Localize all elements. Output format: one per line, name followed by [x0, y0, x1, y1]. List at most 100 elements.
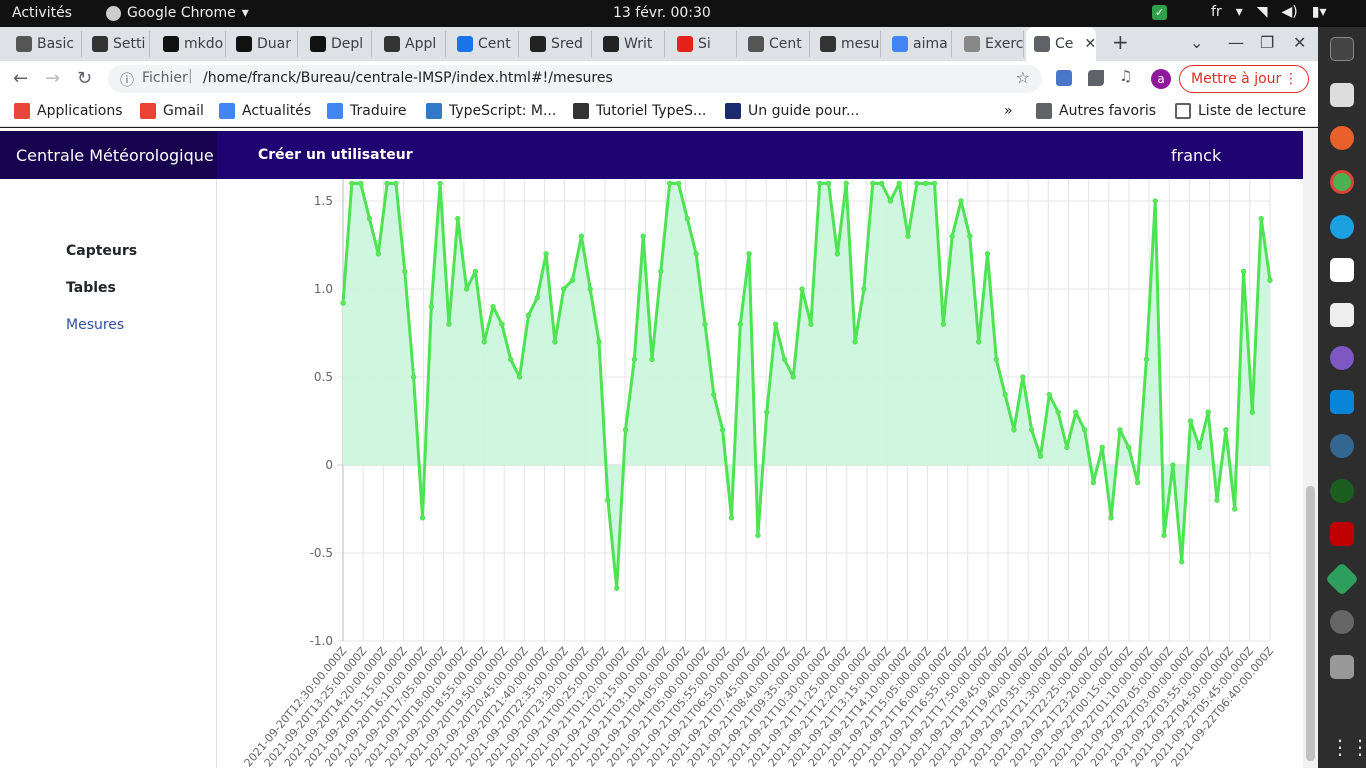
- tab-1[interactable]: Setti: [84, 31, 150, 57]
- user-menu[interactable]: franck: [1171, 146, 1222, 165]
- bookmark-item[interactable]: Un guide pour...: [725, 103, 859, 119]
- filezilla-icon[interactable]: [1330, 522, 1354, 546]
- tab-favicon-icon: [457, 36, 473, 52]
- tab-favicon-icon: [236, 36, 252, 52]
- wifi-icon[interactable]: ◥: [1256, 4, 1268, 20]
- chrome-icon[interactable]: [1330, 170, 1354, 194]
- reload-icon[interactable]: ↻: [77, 68, 93, 89]
- tab-favicon-icon: [892, 36, 908, 52]
- gitkraken-icon[interactable]: [1325, 562, 1359, 596]
- bookmark-star-icon[interactable]: ☆: [1015, 68, 1030, 87]
- keyboard-layout[interactable]: fr: [1211, 4, 1222, 20]
- folder-icon: [1036, 103, 1052, 119]
- restore-icon[interactable]: ❐: [1260, 33, 1275, 52]
- data-point: [1117, 427, 1123, 433]
- reading-list[interactable]: Liste de lecture: [1175, 103, 1306, 119]
- data-point: [702, 321, 708, 327]
- bookmark-item[interactable]: Tutoriel TypeS...: [573, 103, 706, 119]
- data-point: [649, 356, 655, 363]
- app-menu[interactable]: Google Chrome ▾: [106, 5, 249, 21]
- tab-3[interactable]: Duar: [228, 31, 298, 57]
- sidebar-item-capteurs[interactable]: Capteurs: [66, 243, 138, 259]
- bookmark-item[interactable]: TypeScript: M...: [426, 103, 556, 119]
- clock[interactable]: 13 févr. 00:30: [613, 5, 711, 21]
- tab-6[interactable]: Cent: [449, 31, 519, 57]
- minimize-icon[interactable]: —: [1228, 33, 1244, 52]
- url-text[interactable]: /home/franck/Bureau/centrale-IMSP/index.…: [203, 70, 613, 86]
- tab-13[interactable]: Exerc: [956, 31, 1024, 57]
- data-point: [1214, 497, 1220, 503]
- puzzle-icon[interactable]: [1088, 70, 1104, 86]
- tab-11[interactable]: mesu: [812, 31, 881, 57]
- data-point: [825, 180, 832, 187]
- data-point: [887, 198, 894, 204]
- close-tab-icon[interactable]: ✕: [1084, 36, 1096, 52]
- bookmark-label: Un guide pour...: [748, 103, 860, 119]
- tab-2[interactable]: mkdo: [155, 31, 226, 57]
- firefox-icon[interactable]: [1330, 126, 1354, 150]
- extension-icon[interactable]: [1056, 70, 1072, 86]
- files-icon[interactable]: [1330, 83, 1354, 107]
- info-icon[interactable]: ⓘ: [120, 73, 134, 89]
- other-bookmarks[interactable]: Autres favoris: [1036, 103, 1156, 119]
- bookmark-item[interactable]: Gmail: [140, 103, 204, 119]
- skype-icon[interactable]: [1330, 215, 1354, 239]
- disk-usage-icon[interactable]: [1330, 610, 1354, 634]
- tab-search-icon[interactable]: ⌄: [1190, 33, 1204, 52]
- bookmark-item[interactable]: Applications: [14, 103, 123, 119]
- page-scrollbar[interactable]: [1303, 128, 1318, 768]
- address-bar[interactable]: ⓘ Fichier | /home/franck/Bureau/centrale…: [108, 65, 1042, 93]
- volume-icon[interactable]: ◀): [1281, 4, 1298, 20]
- data-point: [799, 286, 805, 292]
- document-viewer-icon[interactable]: [1330, 303, 1354, 327]
- forward-icon[interactable]: →: [45, 68, 61, 89]
- tab-0[interactable]: Basic: [8, 31, 82, 57]
- close-window-icon[interactable]: ✕: [1293, 33, 1307, 52]
- tab-10[interactable]: Cent: [740, 31, 810, 57]
- data-point: [419, 515, 426, 521]
- bookmark-item[interactable]: Traduire: [327, 103, 407, 119]
- drive-icon[interactable]: [1330, 655, 1354, 679]
- mongodb-icon[interactable]: [1330, 479, 1354, 503]
- tab-favicon-icon: [964, 36, 980, 52]
- battery-icon[interactable]: ▮▾: [1311, 4, 1327, 20]
- system-tray[interactable]: ✓ fr ▾ ◥ ◀) ▮▾: [1152, 4, 1326, 20]
- create-user-link[interactable]: Créer un utilisateur: [258, 147, 413, 163]
- profile-avatar[interactable]: a: [1151, 69, 1171, 89]
- terminal-icon[interactable]: [1330, 37, 1354, 61]
- tab-label: Cent: [478, 36, 511, 52]
- tab-14[interactable]: Ce ✕: [1026, 27, 1096, 61]
- back-icon[interactable]: ←: [13, 68, 29, 89]
- vscode-icon[interactable]: [1330, 390, 1354, 414]
- postgresql-icon[interactable]: [1330, 434, 1354, 458]
- data-point: [746, 251, 752, 257]
- data-point: [896, 180, 902, 187]
- app-grid-icon[interactable]: ⋮⋮: [1330, 735, 1366, 759]
- data-point: [1020, 374, 1026, 380]
- more-bookmarks[interactable]: »: [1004, 103, 1013, 119]
- activities-button[interactable]: Activités: [12, 5, 72, 21]
- sidebar-item-tables[interactable]: Tables: [66, 280, 116, 296]
- update-button[interactable]: Mettre à jour ⋮: [1179, 65, 1309, 93]
- scrollbar-thumb[interactable]: [1306, 486, 1315, 761]
- bookmark-item[interactable]: Actualités: [219, 103, 311, 119]
- tab-12[interactable]: aima: [884, 31, 952, 57]
- new-tab-icon[interactable]: +: [1112, 30, 1129, 54]
- text-editor-icon[interactable]: [1330, 258, 1354, 282]
- brand[interactable]: Centrale Météorologique: [0, 131, 217, 179]
- data-point: [984, 251, 991, 257]
- update-check-icon[interactable]: ✓: [1152, 4, 1167, 20]
- tab-4[interactable]: Depl: [302, 31, 372, 57]
- data-point: [340, 300, 346, 306]
- media-control-icon[interactable]: ♫: [1119, 67, 1133, 85]
- emacs-icon[interactable]: [1330, 346, 1354, 370]
- tab-7[interactable]: Sred: [522, 31, 592, 57]
- tab-9[interactable]: Si: [669, 31, 737, 57]
- sidebar-item-mesures[interactable]: Mesures: [66, 317, 125, 333]
- data-point: [1187, 418, 1194, 424]
- y-tick-label: -1.0: [310, 634, 333, 648]
- tab-8[interactable]: Writ: [595, 31, 665, 57]
- tab-5[interactable]: Appl: [376, 31, 446, 57]
- data-point: [693, 251, 699, 257]
- data-point: [1011, 427, 1017, 433]
